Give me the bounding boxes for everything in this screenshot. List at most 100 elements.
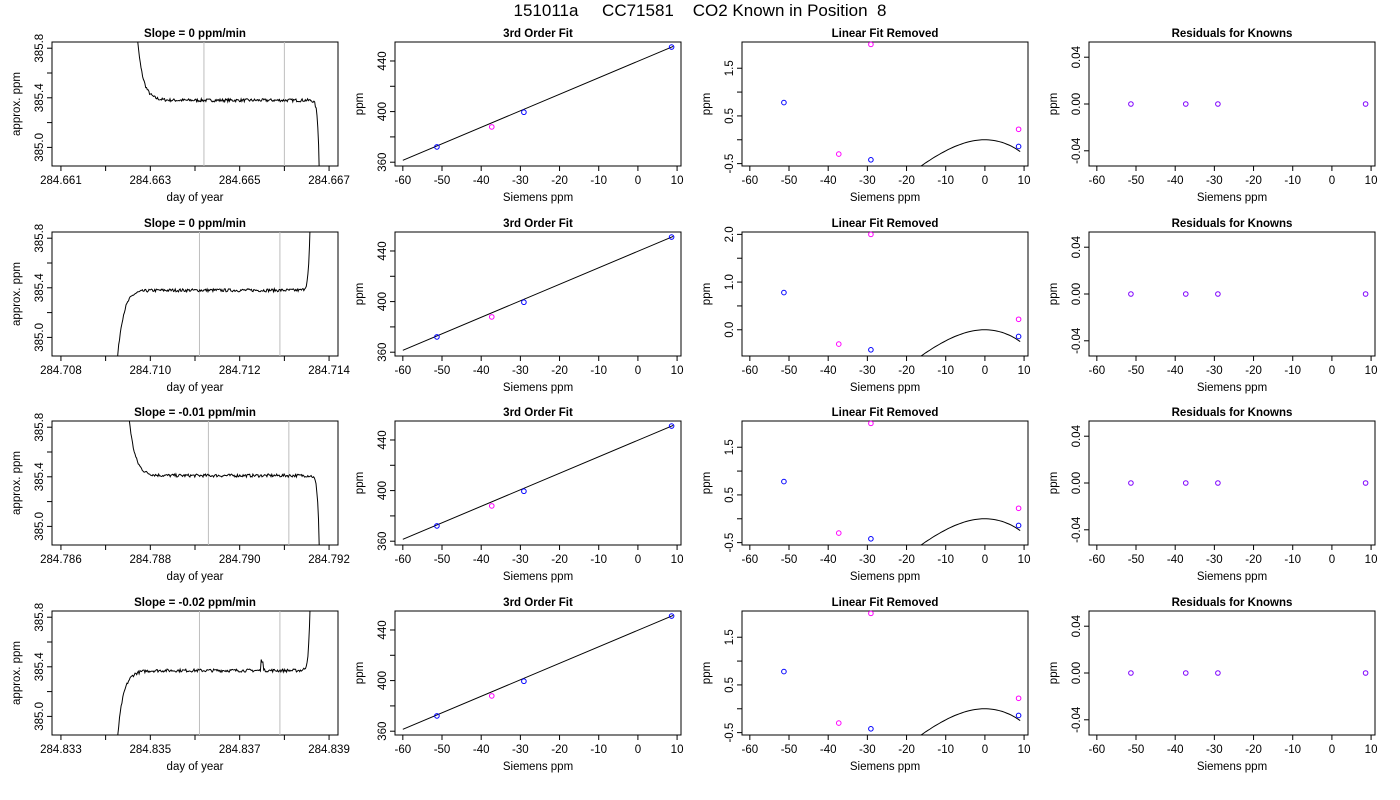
data-point (521, 488, 527, 495)
data-point (1182, 670, 1189, 676)
data-point (868, 610, 874, 617)
x-tick-label: -40 (473, 554, 490, 566)
x-tick-label: -50 (1128, 365, 1145, 377)
y-tick-label: 440 (377, 51, 389, 70)
y-tick-label: 400 (377, 292, 389, 311)
x-tick-label: -10 (1284, 365, 1301, 377)
x-tick-label: -30 (512, 365, 529, 377)
x-tick-label: 284.786 (40, 554, 82, 566)
x-tick-label: 284.665 (219, 175, 261, 187)
fit-curve (920, 329, 1021, 356)
x-tick-label: -50 (781, 744, 798, 756)
y-axis-label: ppm (1048, 93, 1060, 115)
plot-frame (394, 41, 682, 167)
x-tick-label: 0 (635, 744, 641, 756)
y-tick-label: 0.04 (1071, 45, 1083, 68)
fit-curve (920, 518, 1021, 545)
y-axis-label: ppm (701, 472, 713, 494)
y-tick-label: 385.8 (34, 603, 46, 632)
y-axis-label: ppm (701, 662, 713, 684)
x-tick-label: 284.712 (219, 365, 261, 377)
x-axis-label: Siemens ppm (850, 192, 920, 204)
panel-2-2: 3rd Order Fit -60 -50 -40 -30 -20 -10 0 10 360 400… (354, 218, 683, 394)
x-tick-label: -60 (742, 175, 759, 187)
y-tick-label: 385.4 (34, 273, 46, 302)
x-tick-label: 10 (1365, 744, 1378, 756)
data-point (1128, 670, 1134, 676)
x-tick-label: -40 (1167, 175, 1184, 187)
y-tick-label: 440 (377, 241, 389, 260)
x-tick-label: 284.661 (40, 175, 82, 187)
fit-line (402, 45, 674, 161)
y-tick-label: 385.0 (34, 512, 46, 541)
fit-line (402, 424, 674, 540)
panel-3-4: Residuals for Knowns -60 -50 -40 -30 -20 -10 0 1… (1048, 407, 1377, 583)
data-point (835, 341, 842, 347)
data-point (488, 503, 495, 509)
x-tick-label: -30 (512, 554, 529, 566)
y-axis-label: ppm (701, 93, 713, 115)
x-tick-label: -20 (1245, 175, 1262, 187)
y-tick-label: 440 (377, 430, 389, 449)
ppm-trace (117, 232, 311, 356)
x-tick-label: -60 (742, 744, 759, 756)
x-tick-label: 0 (635, 554, 641, 566)
y-tick-label: 0.5 (724, 108, 736, 124)
data-point (521, 678, 527, 685)
data-point (488, 693, 495, 699)
panel-4-4: Residuals for Knowns -60 -50 -40 -30 -20 -10 0 1… (1048, 597, 1377, 773)
x-tick-label: 10 (1018, 175, 1031, 187)
panel-3-2: 3rd Order Fit -60 -50 -40 -30 -20 -10 0 10 360 400… (354, 407, 683, 583)
panel-title: 3rd Order Fit (503, 218, 573, 230)
y-tick-label: -0.5 (724, 154, 736, 174)
x-tick-label: -50 (1128, 744, 1145, 756)
panel-title: Slope = -0.02 ppm/min (134, 597, 256, 609)
x-tick-label: -20 (898, 744, 915, 756)
panel-1-4: Residuals for Knowns -60 -50 -40 -30 -20 -10 0 1… (1048, 28, 1377, 204)
x-axis-label: Siemens ppm (1197, 192, 1267, 204)
panel-title: Slope = -0.01 ppm/min (134, 407, 256, 419)
y-axis-label: ppm (1048, 472, 1060, 494)
x-axis-label: day of year (167, 192, 224, 204)
y-tick-label: 0.00 (1071, 662, 1083, 684)
plot-frame (51, 41, 339, 167)
x-tick-label: -40 (820, 744, 837, 756)
data-point (1182, 101, 1189, 107)
x-tick-label: -30 (1206, 175, 1223, 187)
panel-title: Slope = 0 ppm/min (144, 218, 246, 230)
x-tick-label: -20 (551, 554, 568, 566)
panel-title: Residuals for Knowns (1172, 218, 1293, 230)
x-tick-label: 10 (671, 365, 684, 377)
plot-frame (1088, 610, 1376, 736)
data-point (668, 423, 675, 429)
panel-2-3: Linear Fit Removed -60 -50 -40 -30 -20 -10 0 10 0… (701, 218, 1031, 394)
x-tick-label: -10 (590, 365, 607, 377)
data-point (1015, 333, 1022, 340)
y-tick-label: 385.0 (34, 702, 46, 731)
x-tick-label: -30 (1206, 554, 1223, 566)
data-point (1362, 101, 1369, 107)
data-point (868, 726, 874, 732)
x-tick-label: 10 (1018, 365, 1031, 377)
x-tick-label: -60 (395, 554, 412, 566)
plot-frame (394, 610, 682, 736)
ppm-trace (117, 611, 311, 735)
x-axis-label: day of year (167, 571, 224, 583)
x-axis-label: Siemens ppm (850, 571, 920, 583)
y-tick-label: 1.5 (724, 439, 736, 455)
x-axis-label: Siemens ppm (1197, 382, 1267, 394)
data-point (868, 41, 874, 48)
x-tick-label: -40 (820, 554, 837, 566)
panel-1-2: 3rd Order Fit -60 -50 -40 -30 -20 -10 0 10 360 400… (354, 28, 683, 204)
x-tick-label: -40 (1167, 744, 1184, 756)
y-tick-label: 0.04 (1071, 235, 1083, 258)
x-tick-label: -10 (1284, 744, 1301, 756)
data-point (835, 720, 842, 726)
x-tick-label: -60 (1089, 744, 1106, 756)
x-tick-label: -60 (1089, 554, 1106, 566)
ppm-trace (137, 42, 320, 166)
x-tick-label: -20 (551, 175, 568, 187)
y-tick-label: -0.04 (1071, 516, 1083, 543)
x-tick-label: 0 (982, 175, 988, 187)
y-tick-label: 0.5 (724, 677, 736, 693)
